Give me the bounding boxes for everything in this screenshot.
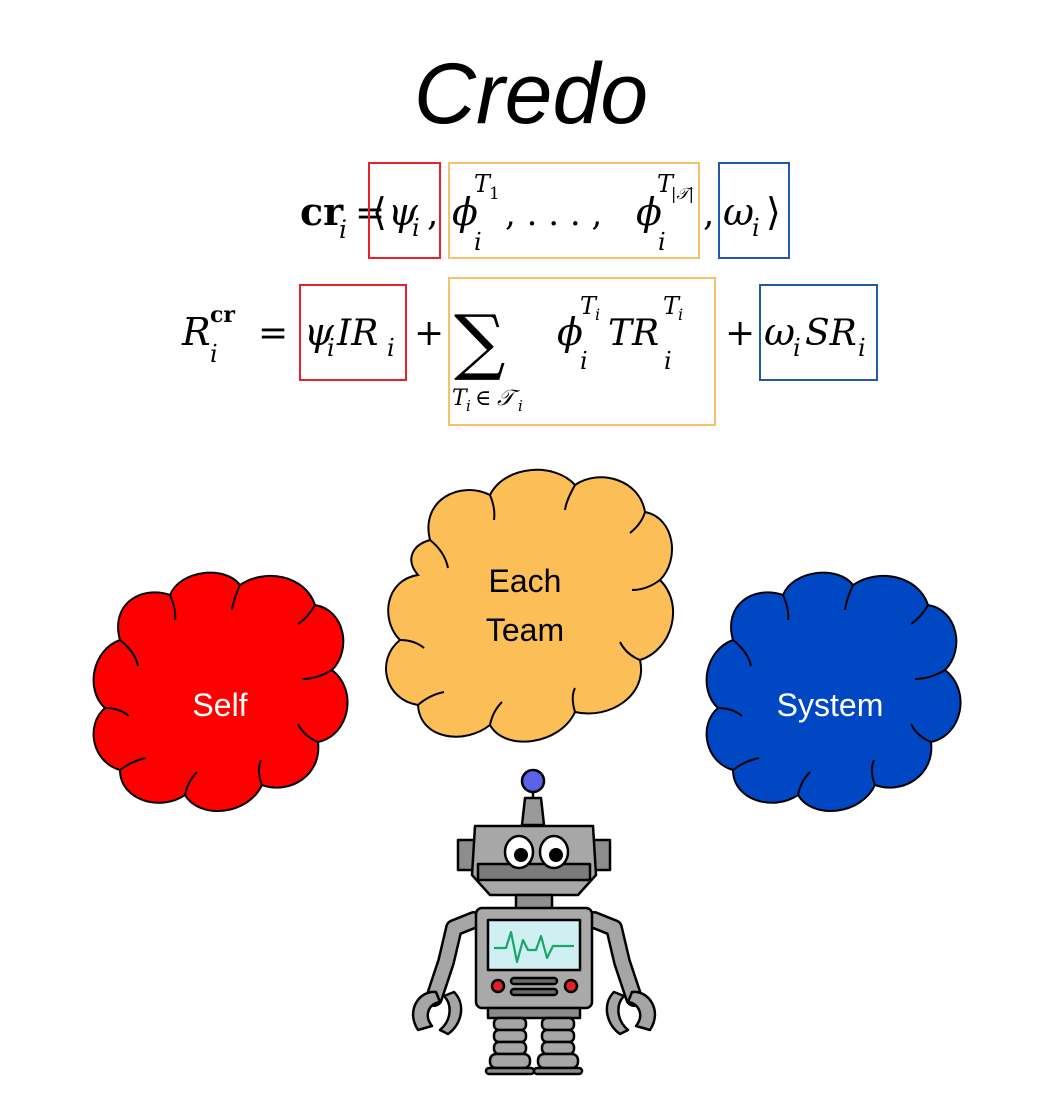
phi-sup: T (580, 292, 598, 320)
cloud-self: Self (92, 571, 349, 812)
robot-head (470, 824, 598, 897)
sum-set-sub: i (518, 397, 523, 415)
comma: , (427, 193, 438, 234)
phi-highlight-box (448, 162, 700, 259)
cloud-system-label: System (777, 687, 884, 723)
phi-first-sup-sub: 1 (489, 184, 500, 204)
robot-right-claw (626, 990, 657, 1032)
omega-symbol: ω (764, 310, 795, 354)
equals-sign: = (355, 193, 385, 234)
tr-subscript: i (664, 347, 672, 375)
page-title: Credo (413, 46, 649, 142)
robot-left-button (490, 978, 506, 994)
sr-subscript: i (858, 334, 866, 362)
robot-right-leg (532, 1016, 584, 1076)
robot-heartbeat-line (494, 930, 574, 964)
robot-hips (486, 1006, 582, 1020)
omega-highlight-box (718, 162, 790, 259)
omega-sr-highlight-box (759, 284, 878, 381)
robot-left-arm (427, 913, 481, 1005)
sum-symbol: ∑ (454, 299, 505, 383)
robot-illustration (411, 768, 657, 1076)
credo-tuple-equation: cr i = ⟨ ψ i , ϕ T 1 i , . . . , ϕ T |𝒯|… (300, 162, 790, 259)
angle-open: ⟨ (372, 190, 387, 234)
cr-symbol: cr (300, 189, 344, 234)
cloud-self-label: Self (192, 687, 247, 723)
omega-subscript: i (793, 334, 801, 362)
psi-highlight-box (368, 162, 441, 259)
tr-sup-sub: i (678, 305, 683, 324)
cloud-team-label-line2: Team (486, 612, 564, 648)
phi-sup-sub: i (595, 305, 600, 324)
phi-first-sup: T (474, 170, 492, 198)
omega-subscript: i (752, 214, 760, 242)
omega-symbol: ω (723, 190, 754, 234)
reward-symbol: R (181, 310, 211, 354)
phi-last-subscript: i (658, 228, 666, 256)
cr-subscript: i (339, 215, 347, 244)
phi-first-symbol: ϕ (452, 190, 478, 234)
plus-sign: + (414, 313, 444, 354)
phi-first-subscript: i (474, 228, 482, 256)
ir-symbol: IR (336, 313, 378, 354)
psi-symbol: ψ (304, 310, 335, 354)
equals-sign: = (258, 313, 288, 354)
comma: , (703, 193, 714, 234)
phi-last-sup: T (657, 170, 675, 198)
robot-right-arm (587, 913, 641, 1005)
robot-mouth-band (476, 862, 592, 882)
sr-symbol: SR (805, 313, 857, 354)
phi-subscript: i (580, 347, 588, 375)
tr-sup: T (663, 292, 681, 320)
reward-sup: cr (210, 302, 235, 328)
team-sum-highlight-box (448, 277, 716, 426)
sum-index-sub: i (466, 397, 471, 415)
ellipsis: , . . . , (505, 194, 602, 234)
robot-left-leg (484, 1016, 536, 1076)
cloud-team: Each Team (385, 468, 675, 743)
robot-right-pupil (549, 848, 563, 862)
robot-right-button (563, 978, 579, 994)
sum-index: T (452, 386, 469, 411)
psi-symbol: ψ (388, 190, 419, 234)
psi-subscript: i (412, 214, 420, 242)
robot-left-claw (411, 990, 442, 1032)
robot-left-claw-inner (438, 990, 463, 1036)
robot-vent-1 (509, 976, 559, 986)
psi-subscript: i (327, 334, 335, 362)
robot-vent-2 (509, 987, 559, 997)
cloud-system: System (705, 571, 962, 812)
phi-symbol: ϕ (557, 310, 583, 354)
ir-subscript: i (387, 334, 395, 362)
sum-in-symbol: ∈ (475, 386, 491, 411)
robot-antenna-ball (520, 768, 546, 794)
phi-last-sup-sub: |𝒯| (671, 184, 694, 203)
plus-sign: + (725, 313, 755, 354)
phi-last-symbol: ϕ (636, 190, 662, 234)
robot-antenna-base (520, 796, 546, 827)
robot-left-pupil (514, 848, 528, 862)
tr-symbol: TR (608, 313, 659, 354)
cloud-team-label-line1: Each (489, 563, 562, 599)
reward-equation: R cr i = ψ i IR i + ∑ T i ∈ 𝒯 i ϕ T i i … (181, 277, 878, 426)
angle-close: ⟩ (766, 190, 781, 234)
psi-ir-highlight-box (299, 284, 407, 381)
robot-right-claw-inner (605, 990, 630, 1036)
reward-subscript: i (210, 340, 218, 368)
